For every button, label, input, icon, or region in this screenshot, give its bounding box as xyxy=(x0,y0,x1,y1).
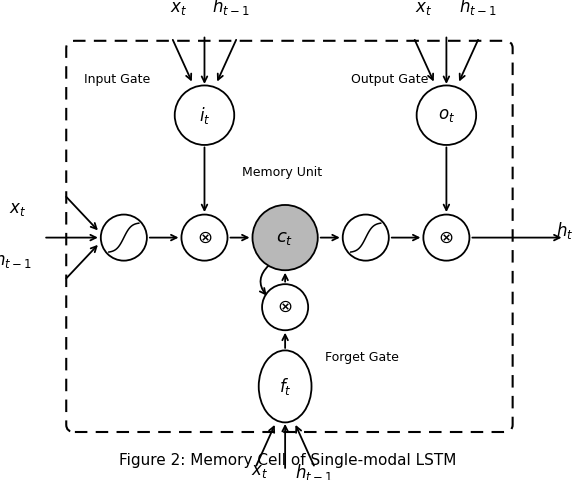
Ellipse shape xyxy=(259,350,312,422)
Text: Forget Gate: Forget Gate xyxy=(325,351,399,364)
Ellipse shape xyxy=(252,205,318,270)
Text: $x_t$: $x_t$ xyxy=(251,462,268,480)
Text: Figure 2: Memory Cell of Single-modal LSTM: Figure 2: Memory Cell of Single-modal LS… xyxy=(119,453,457,468)
Text: $h_{t-1}$: $h_{t-1}$ xyxy=(211,0,249,17)
Text: $h_{t-1}$: $h_{t-1}$ xyxy=(295,462,333,480)
Text: $h_t$: $h_t$ xyxy=(556,220,573,241)
Ellipse shape xyxy=(343,215,389,261)
Text: $x_t$: $x_t$ xyxy=(170,0,187,17)
Ellipse shape xyxy=(262,284,308,330)
Text: ⊗: ⊗ xyxy=(439,228,454,247)
Text: $x_t$: $x_t$ xyxy=(9,200,26,218)
Text: $o_t$: $o_t$ xyxy=(438,106,455,124)
Text: $x_t$: $x_t$ xyxy=(415,0,432,17)
Text: $i_t$: $i_t$ xyxy=(199,105,210,126)
Ellipse shape xyxy=(101,215,147,261)
Text: $h_{t-1}$: $h_{t-1}$ xyxy=(459,0,497,17)
Text: $f_t$: $f_t$ xyxy=(279,376,291,397)
Text: Memory Unit: Memory Unit xyxy=(242,166,322,180)
Text: Input Gate: Input Gate xyxy=(84,72,150,86)
Text: $c_t$: $c_t$ xyxy=(276,228,294,247)
Ellipse shape xyxy=(423,215,469,261)
Text: ⊗: ⊗ xyxy=(278,298,293,316)
Ellipse shape xyxy=(181,215,228,261)
Text: Output Gate: Output Gate xyxy=(351,72,429,86)
Text: $h_{t-1}$: $h_{t-1}$ xyxy=(0,249,32,270)
Text: ⊗: ⊗ xyxy=(197,228,212,247)
Ellipse shape xyxy=(416,85,476,145)
Ellipse shape xyxy=(175,85,234,145)
